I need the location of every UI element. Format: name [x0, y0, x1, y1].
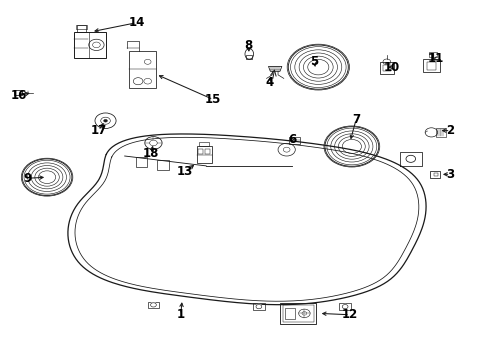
Text: 17: 17 [90, 124, 106, 137]
Bar [379, 62, 393, 74]
Text: 15: 15 [205, 93, 221, 106]
Text: 4: 4 [265, 76, 273, 90]
Bar [15, 90, 22, 95]
Text: 3: 3 [446, 168, 454, 181]
Circle shape [342, 305, 347, 309]
Bar [147, 302, 159, 308]
Bar [429, 171, 439, 178]
Bar [339, 303, 350, 310]
Bar [198, 149, 203, 154]
Text: 2: 2 [446, 124, 454, 137]
Text: 7: 7 [351, 113, 360, 126]
Bar [288, 137, 299, 144]
Text: 12: 12 [341, 308, 357, 321]
Bar [426, 62, 435, 70]
Bar [433, 172, 437, 176]
Bar [280, 303, 316, 324]
Circle shape [256, 305, 261, 309]
Bar [253, 303, 264, 310]
Bar [136, 157, 147, 167]
Text: 10: 10 [383, 60, 399, 73]
Text: 8: 8 [244, 39, 252, 52]
Bar [285, 308, 294, 319]
Text: 5: 5 [309, 55, 318, 68]
Text: 18: 18 [142, 147, 159, 160]
Text: 16: 16 [11, 89, 27, 102]
Bar [199, 142, 208, 146]
Bar [76, 26, 87, 29]
Bar [196, 146, 211, 163]
Bar [428, 52, 436, 57]
Bar [205, 149, 209, 154]
Circle shape [103, 119, 107, 122]
Bar [423, 59, 439, 72]
Text: 11: 11 [427, 52, 444, 65]
Bar [383, 65, 390, 71]
Text: 14: 14 [128, 16, 144, 29]
Bar [435, 128, 445, 136]
Bar [282, 305, 313, 322]
Text: 13: 13 [177, 165, 193, 179]
Bar [129, 51, 156, 88]
Circle shape [150, 303, 156, 307]
Circle shape [405, 155, 415, 162]
Text: 1: 1 [176, 308, 184, 321]
Text: 6: 6 [288, 133, 296, 146]
Bar [246, 55, 252, 59]
Bar [157, 160, 168, 170]
Bar [74, 32, 105, 58]
Bar [77, 25, 86, 32]
Text: 9: 9 [24, 172, 32, 185]
